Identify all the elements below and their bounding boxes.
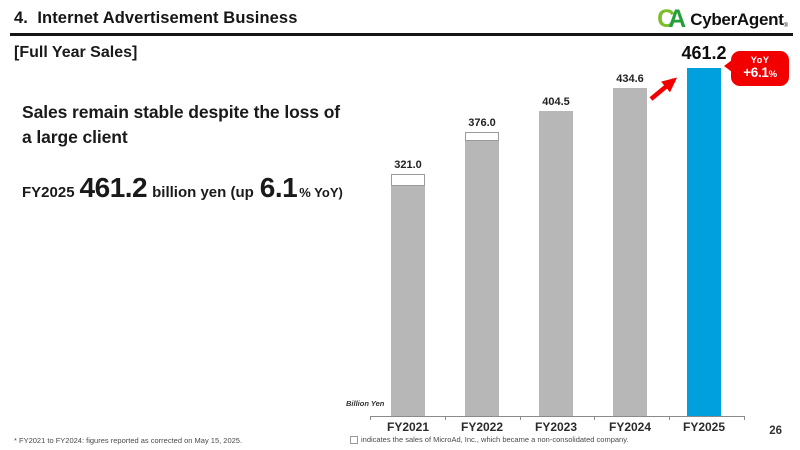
footnote-correction: * FY2021 to FY2024: figures reported as … [14, 436, 243, 445]
badge-value: +6.1% [743, 65, 777, 80]
bar-FY2024: 434.6 [613, 73, 647, 416]
axis-tick [594, 416, 596, 420]
logo-letter-c: C [657, 5, 676, 33]
x-label-FY2023: FY2023 [534, 420, 578, 434]
bar-FY2025: 461.2 [681, 43, 727, 416]
stat-line: FY2025 461.2 billion yen (up 6.1 % YoY) [22, 172, 343, 204]
headline: Sales remain stable despite the loss of … [22, 100, 397, 151]
headline-line1: Sales remain stable despite the loss of [22, 102, 341, 122]
x-label-FY2022: FY2022 [460, 420, 504, 434]
logo-wordmark: CyberAgent [690, 9, 784, 29]
axis-tick [744, 416, 745, 420]
header-divider [10, 33, 793, 36]
stat-prefix: FY2025 [22, 184, 75, 201]
bar-fill-highlight [687, 68, 721, 416]
bar-value-FY2022: 376.0 [468, 117, 496, 129]
bar-FY2021: 321.0 [391, 159, 425, 416]
x-label-FY2021: FY2021 [386, 420, 430, 434]
bar-fill [391, 186, 425, 416]
x-label-FY2025: FY2025 [682, 420, 726, 434]
bar-fill [613, 88, 647, 416]
page-title: 4. Internet Advertisement Business [14, 9, 298, 27]
bar-value-FY2025: 461.2 [681, 43, 727, 63]
stat-mid: billion yen (up [152, 184, 254, 201]
axis-tick [669, 416, 671, 420]
bar-FY2022: 376.0 [465, 117, 499, 416]
axis-tick [444, 416, 446, 420]
logo-letter-a: A [668, 5, 687, 33]
axis-tick [370, 416, 371, 420]
stat-value: 461.2 [79, 172, 148, 203]
registered-mark-icon: ® [783, 23, 788, 29]
microad-segment [465, 132, 499, 141]
x-label-FY2024: FY2024 [608, 420, 652, 434]
stat-pct: 6.1 [259, 172, 298, 203]
x-axis [370, 416, 744, 417]
footnote-microad: indicates the sales of MicroAd, Inc., wh… [350, 435, 629, 444]
headline-line2: a large client [22, 127, 128, 148]
white-box-legend-icon [350, 435, 358, 444]
footnote-microad-text: indicates the sales of MicroAd, Inc., wh… [361, 435, 629, 444]
stat-suffix: % YoY) [299, 185, 343, 200]
bar-fill [465, 141, 499, 416]
badge-label: YoY [750, 55, 770, 66]
bar-fill [539, 111, 573, 416]
section-label: [Full Year Sales] [14, 44, 138, 61]
bar-value-FY2023: 404.5 [542, 96, 570, 108]
microad-segment [391, 174, 425, 186]
bar-value-FY2021: 321.0 [394, 159, 422, 171]
yoy-badge: YoY +6.1% [724, 51, 789, 86]
axis-unit-label: Billion Yen [346, 399, 385, 408]
badge-tail-icon [724, 60, 732, 72]
axis-tick [519, 416, 521, 420]
bar-value-FY2024: 434.6 [616, 73, 644, 85]
page-number: 26 [769, 425, 782, 437]
bar-FY2023: 404.5 [539, 96, 573, 416]
